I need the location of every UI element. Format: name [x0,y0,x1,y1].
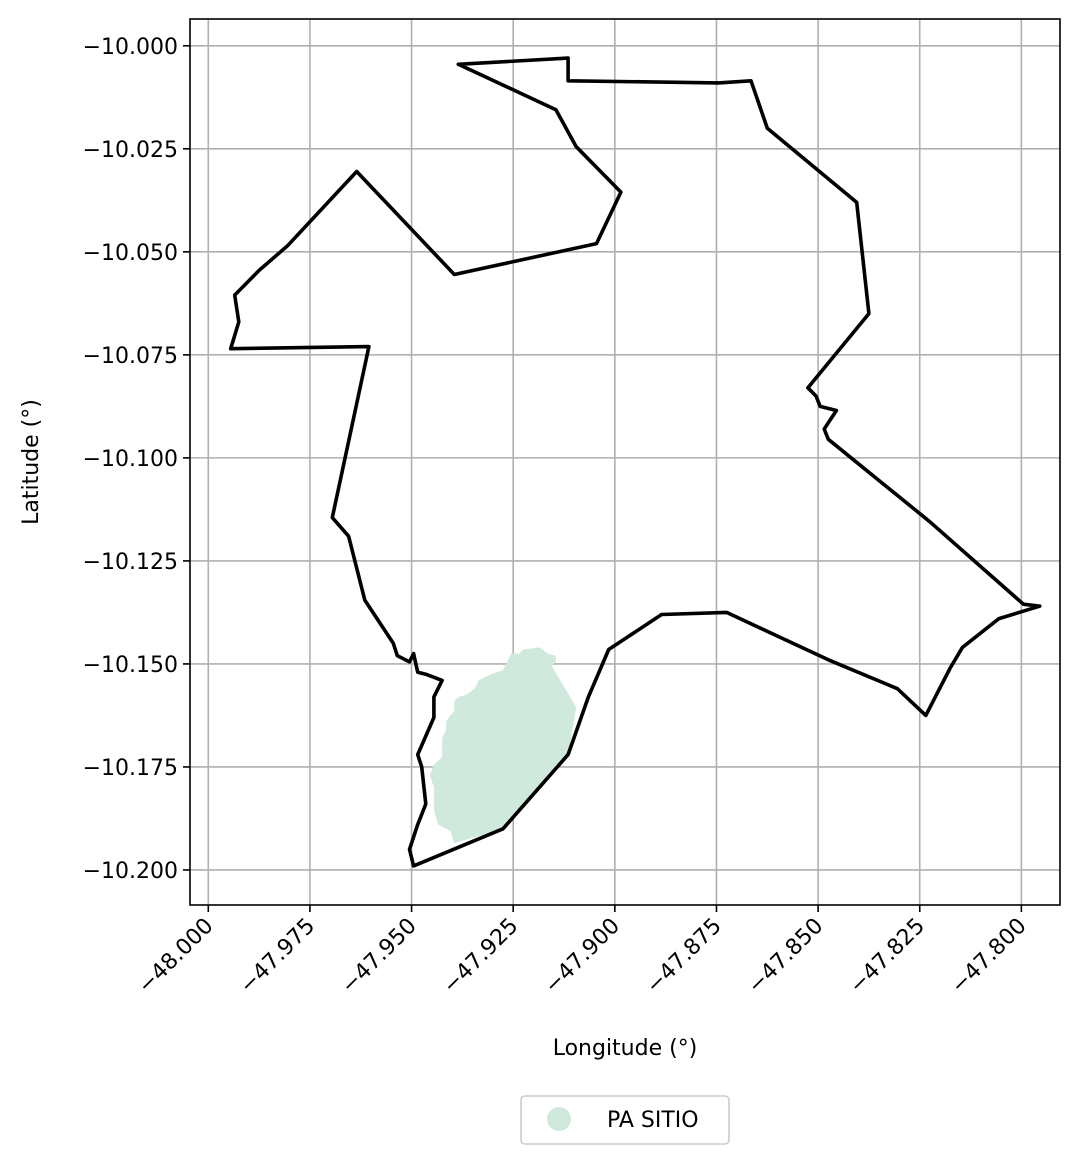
legend-box [520,1095,730,1145]
plot-frame [189,18,1061,906]
y-tick-label: −10.075 [83,344,178,369]
legend: PA SITIO [520,1095,730,1145]
protected-area-layer [429,647,577,844]
y-tick-label: −10.000 [83,35,178,60]
y-tick-label: −10.025 [83,138,178,163]
municipality-boundary-layer [228,56,1042,868]
x-axis-label: Longitude (°) [553,1036,698,1061]
y-axis-label: Latitude (°) [19,399,44,525]
protected-area-pa-sitio [429,647,577,844]
y-tick-label: −10.050 [83,241,178,266]
y-tick-label: −10.200 [83,859,178,884]
y-tick-label: −10.150 [83,653,178,678]
y-tick-label: −10.175 [83,756,178,781]
municipality-boundary [228,56,1042,868]
y-tick-label: −10.125 [83,550,178,575]
legend-label-pa-sitio: PA SITIO [607,1108,699,1133]
y-axis-ticks: −10.000 −10.025 −10.050 −10.075 −10.100 −10.1… [83,35,190,884]
y-tick-label: −10.100 [83,447,178,472]
legend-marker-pa-sitio [547,1107,571,1131]
grid-lines [190,19,1060,905]
